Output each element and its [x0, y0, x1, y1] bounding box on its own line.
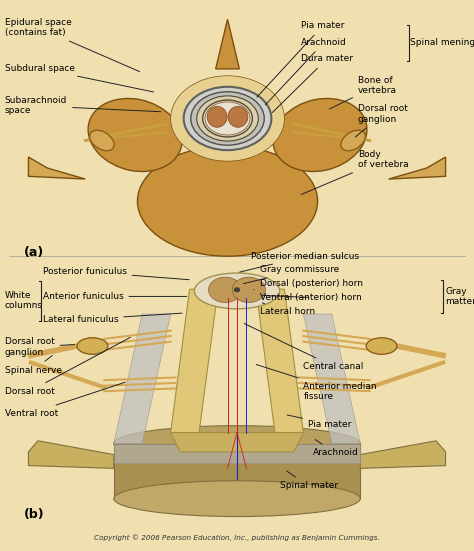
Text: Anterior funiculus: Anterior funiculus: [43, 292, 187, 301]
Ellipse shape: [234, 288, 240, 292]
Text: Copyright © 2006 Pearson Education, Inc., publishing as Benjamin Cummings.: Copyright © 2006 Pearson Education, Inc.…: [94, 534, 380, 541]
Ellipse shape: [191, 91, 264, 145]
Text: White
columns: White columns: [5, 290, 43, 310]
Ellipse shape: [137, 146, 318, 256]
Text: Arachnoid: Arachnoid: [313, 440, 359, 457]
Text: Lateral horn: Lateral horn: [260, 303, 315, 316]
Ellipse shape: [183, 87, 271, 150]
Text: Bone of
vertebra: Bone of vertebra: [329, 75, 397, 109]
Polygon shape: [360, 441, 446, 468]
Text: Ventral (anterior) horn: Ventral (anterior) horn: [260, 293, 362, 302]
Text: Spinal mater: Spinal mater: [280, 471, 338, 490]
Ellipse shape: [273, 99, 367, 171]
Text: Spinal meninges: Spinal meninges: [410, 39, 474, 47]
Polygon shape: [171, 433, 303, 452]
Text: (b): (b): [24, 508, 45, 521]
Ellipse shape: [114, 425, 360, 462]
Text: Posterior funiculus: Posterior funiculus: [43, 267, 189, 280]
Polygon shape: [114, 444, 360, 499]
Text: Posterior median sulcus: Posterior median sulcus: [240, 252, 359, 272]
Ellipse shape: [194, 273, 280, 309]
Text: Dorsal root: Dorsal root: [5, 337, 130, 396]
Ellipse shape: [88, 99, 182, 171]
Text: Ventral root: Ventral root: [5, 382, 125, 418]
Text: Dorsal (posterior) horn: Dorsal (posterior) horn: [254, 279, 363, 289]
Text: Spinal nerve: Spinal nerve: [5, 355, 62, 375]
Text: Lateral funiculus: Lateral funiculus: [43, 313, 182, 324]
Text: Arachnoid: Arachnoid: [265, 38, 347, 105]
Ellipse shape: [341, 130, 365, 151]
Text: Dorsal root
ganglion: Dorsal root ganglion: [355, 104, 408, 137]
Ellipse shape: [197, 96, 258, 141]
Text: Subdural space: Subdural space: [5, 64, 154, 92]
Ellipse shape: [228, 106, 248, 127]
Polygon shape: [28, 157, 85, 179]
Polygon shape: [28, 441, 114, 468]
Text: Dura mater: Dura mater: [272, 55, 353, 112]
Ellipse shape: [77, 338, 108, 354]
Polygon shape: [389, 157, 446, 179]
Ellipse shape: [205, 102, 250, 135]
Text: Anterior median
fissure: Anterior median fissure: [256, 365, 377, 401]
Polygon shape: [303, 314, 360, 444]
Text: Gray commissure: Gray commissure: [244, 266, 339, 284]
Ellipse shape: [366, 338, 397, 354]
Polygon shape: [114, 444, 360, 463]
Polygon shape: [114, 314, 171, 444]
Text: Gray
matter: Gray matter: [446, 287, 474, 306]
Ellipse shape: [202, 100, 252, 137]
Text: Subarachnoid
space: Subarachnoid space: [5, 96, 161, 116]
Ellipse shape: [209, 277, 242, 302]
Polygon shape: [171, 289, 218, 433]
Text: Dorsal root
ganglion: Dorsal root ganglion: [5, 337, 74, 357]
Text: Epidural space
(contains fat): Epidural space (contains fat): [5, 18, 140, 72]
Ellipse shape: [90, 130, 114, 151]
Text: Pia mater: Pia mater: [257, 21, 345, 97]
Text: Central canal: Central canal: [244, 323, 364, 371]
Ellipse shape: [232, 277, 265, 302]
Text: Pia mater: Pia mater: [287, 415, 352, 429]
Text: Body
of vertebra: Body of vertebra: [301, 150, 409, 195]
Polygon shape: [256, 289, 303, 433]
Ellipse shape: [171, 76, 284, 161]
Polygon shape: [216, 19, 239, 69]
Text: (a): (a): [24, 246, 44, 259]
Ellipse shape: [114, 480, 360, 517]
Ellipse shape: [207, 106, 227, 127]
